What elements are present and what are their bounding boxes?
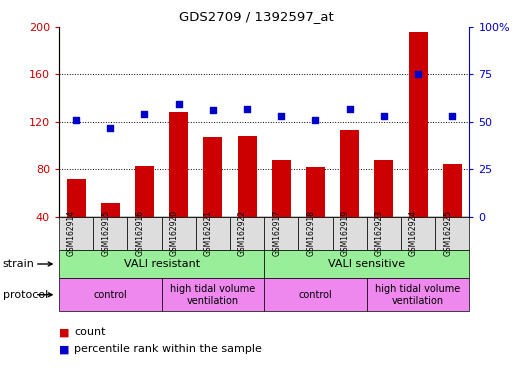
Text: VALI sensitive: VALI sensitive xyxy=(328,259,405,269)
Bar xyxy=(135,166,154,217)
Bar xyxy=(374,160,393,217)
Text: control: control xyxy=(93,290,127,300)
Point xyxy=(174,101,183,107)
Bar xyxy=(204,137,222,217)
Bar xyxy=(272,160,291,217)
Bar xyxy=(443,164,462,217)
Bar xyxy=(238,136,256,217)
Text: count: count xyxy=(74,327,106,337)
Text: GSM162924: GSM162924 xyxy=(409,210,418,257)
Text: GSM162922: GSM162922 xyxy=(238,210,247,256)
Text: high tidal volume
ventilation: high tidal volume ventilation xyxy=(376,284,461,306)
Point xyxy=(346,106,354,112)
Text: GSM162923: GSM162923 xyxy=(375,210,384,257)
Point xyxy=(72,116,80,122)
Point xyxy=(243,106,251,112)
Text: GSM162920: GSM162920 xyxy=(170,210,179,257)
Text: high tidal volume
ventilation: high tidal volume ventilation xyxy=(170,284,255,306)
Text: GSM162916: GSM162916 xyxy=(135,210,145,257)
Bar xyxy=(340,130,359,217)
Point xyxy=(141,111,149,117)
Text: GSM162921: GSM162921 xyxy=(204,210,213,256)
Text: ■: ■ xyxy=(59,327,69,337)
Text: ■: ■ xyxy=(59,344,69,354)
Text: strain: strain xyxy=(3,259,34,269)
Bar xyxy=(169,113,188,217)
Text: control: control xyxy=(299,290,332,300)
Text: protocol: protocol xyxy=(3,290,48,300)
Bar xyxy=(409,31,427,217)
Text: percentile rank within the sample: percentile rank within the sample xyxy=(74,344,262,354)
Text: GSM162915: GSM162915 xyxy=(101,210,110,257)
Text: GSM162914: GSM162914 xyxy=(67,210,76,257)
Text: GDS2709 / 1392597_at: GDS2709 / 1392597_at xyxy=(179,10,334,23)
Point xyxy=(448,113,457,119)
Text: GSM162919: GSM162919 xyxy=(341,210,350,257)
Point xyxy=(414,71,422,78)
Text: GSM162917: GSM162917 xyxy=(272,210,281,257)
Text: GSM162925: GSM162925 xyxy=(443,210,452,257)
Bar xyxy=(306,167,325,217)
Point xyxy=(106,125,114,131)
Point xyxy=(311,116,320,122)
Point xyxy=(277,113,285,119)
Text: GSM162918: GSM162918 xyxy=(306,210,315,256)
Bar xyxy=(67,179,86,217)
Point xyxy=(209,107,217,113)
Text: VALI resistant: VALI resistant xyxy=(124,259,200,269)
Point xyxy=(380,113,388,119)
Bar xyxy=(101,203,120,217)
